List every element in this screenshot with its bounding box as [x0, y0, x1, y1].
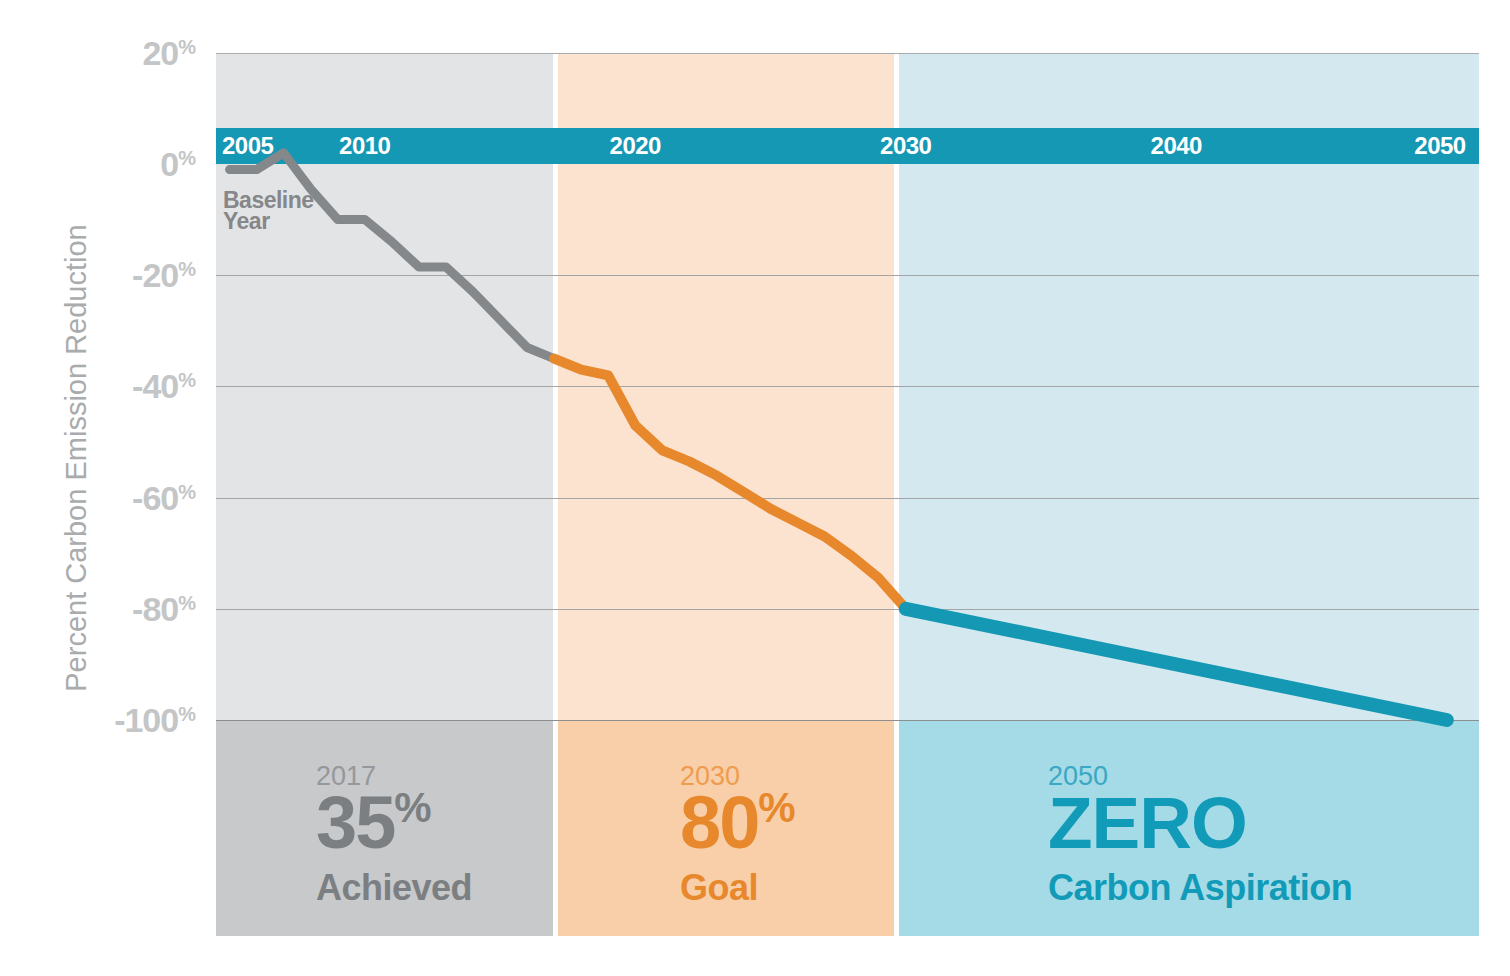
timeline-bar: [216, 128, 1479, 164]
y-tick-label: 20%: [0, 33, 196, 73]
caption-aspiration: 2050 ZERO Carbon Aspiration: [1048, 762, 1352, 907]
gridline: [216, 609, 1479, 610]
baseline-year-annotation: Baseline Year: [223, 190, 314, 232]
timeline-year-label: 2005: [222, 128, 273, 164]
y-tick-label: -20%: [0, 255, 196, 295]
timeline-year-label: 2030: [880, 128, 931, 164]
caption-goal-label: Goal: [680, 869, 795, 907]
y-axis-title: Percent Carbon Emission Reduction: [60, 158, 94, 758]
y-tick-label: 0%: [0, 144, 196, 184]
gridline: [216, 386, 1479, 387]
gridline: [216, 498, 1479, 499]
caption-aspiration-label: Carbon Aspiration: [1048, 869, 1352, 907]
caption-goal-value: 80%: [680, 788, 795, 869]
caption-achieved: 2017 35% Achieved: [316, 762, 472, 907]
y-tick-label: -80%: [0, 589, 196, 629]
baseline-line2: Year: [223, 208, 270, 234]
caption-achieved-value: 35%: [316, 788, 472, 869]
timeline-year-label: 2010: [339, 128, 390, 164]
y-tick-label: -60%: [0, 478, 196, 518]
y-tick-label: -40%: [0, 366, 196, 406]
minus-100-line: [216, 720, 1479, 721]
carbon-reduction-chart: Percent Carbon Emission Reduction Baseli…: [0, 0, 1510, 976]
caption-aspiration-value: ZERO: [1048, 788, 1352, 869]
caption-goal: 2030 80% Goal: [680, 762, 795, 907]
caption-achieved-label: Achieved: [316, 869, 472, 907]
timeline-year-label: 2040: [1151, 128, 1202, 164]
timeline-year-label: 2050: [1414, 128, 1465, 164]
plot-top-border: [216, 53, 1479, 54]
gridline: [216, 275, 1479, 276]
y-tick-label: -100%: [0, 700, 196, 740]
timeline-year-label: 2020: [610, 128, 661, 164]
